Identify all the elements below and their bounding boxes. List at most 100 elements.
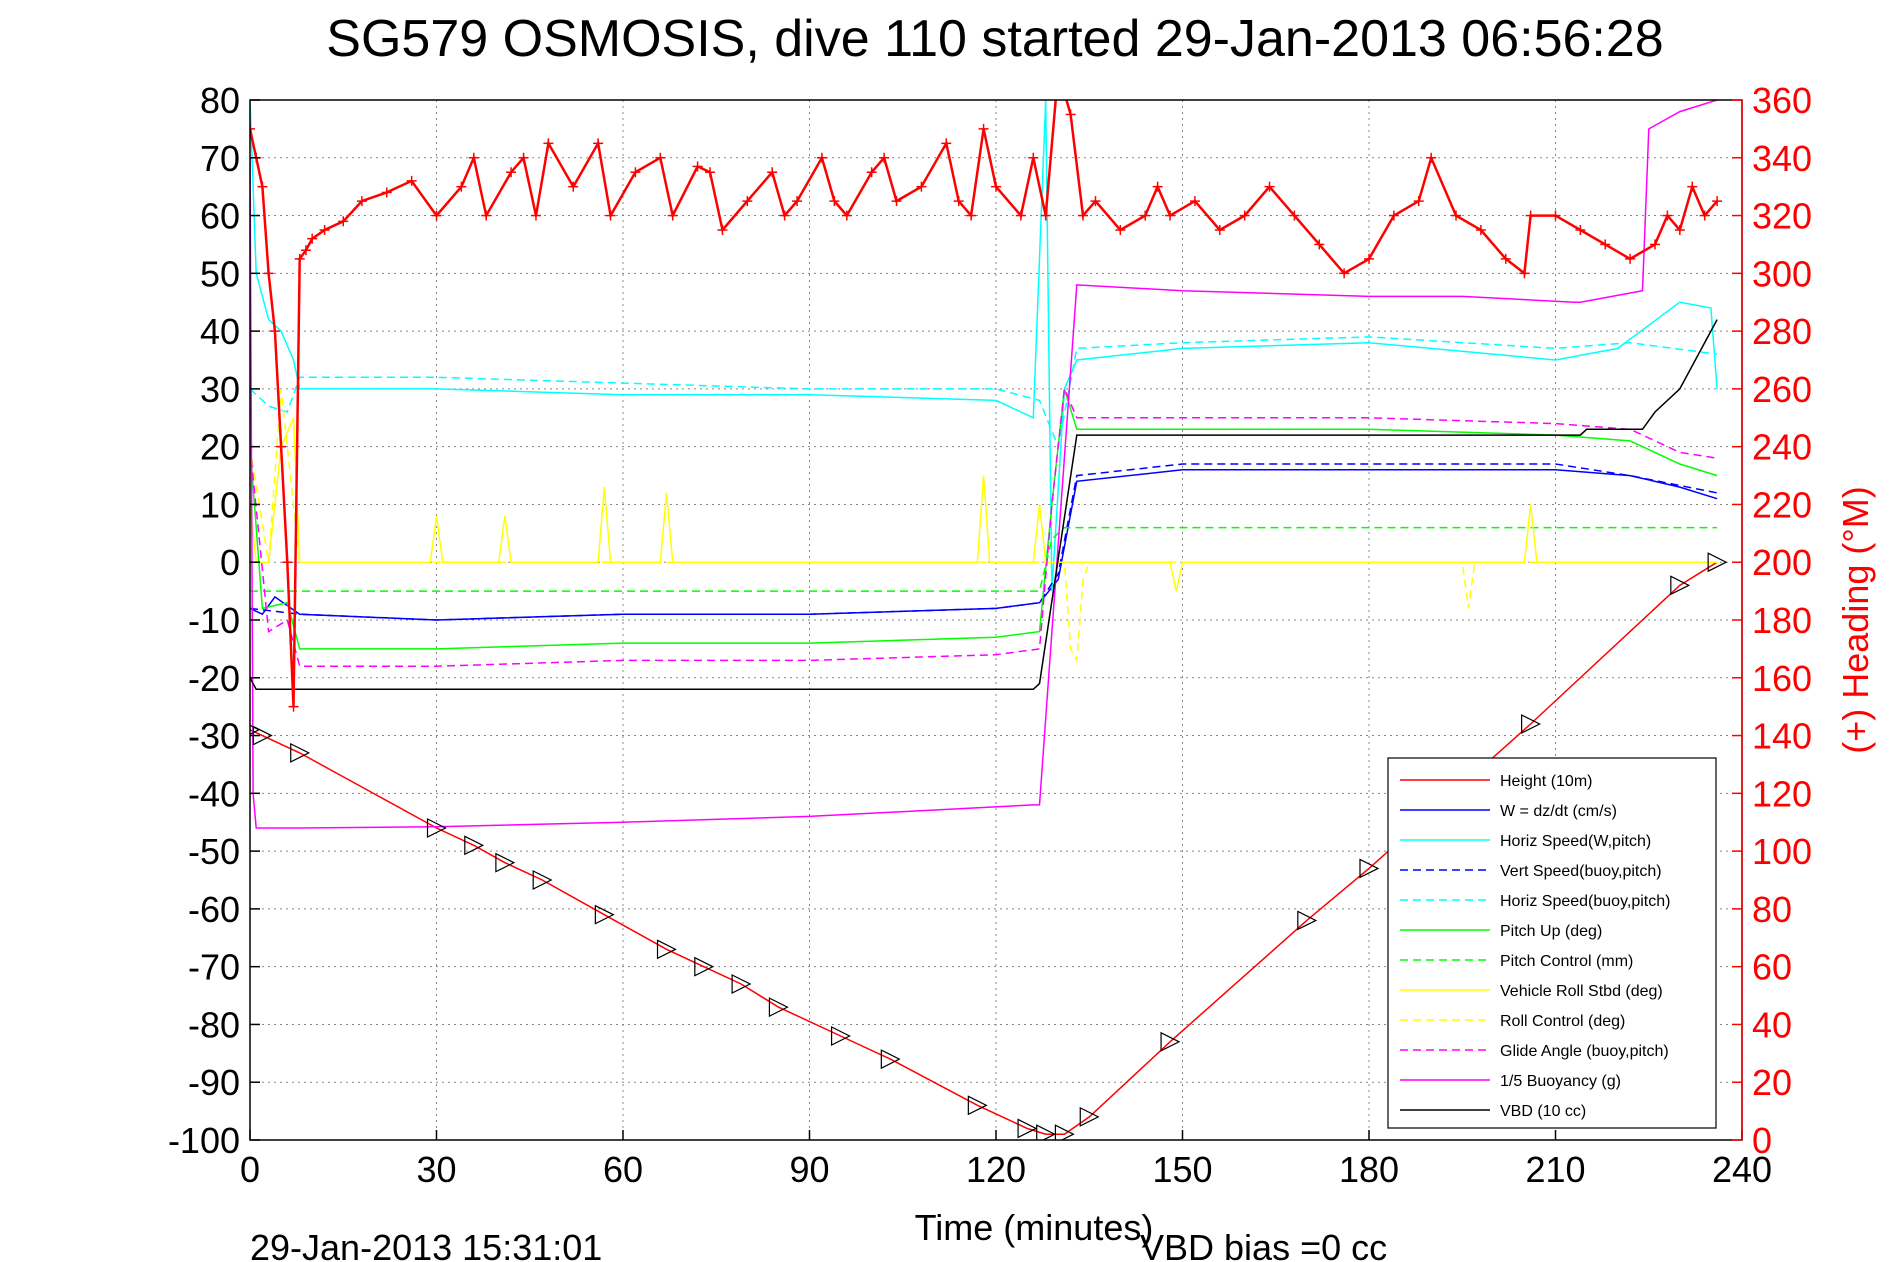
plot-area	[250, 100, 1728, 1140]
y-tick-label: 0	[220, 542, 240, 583]
legend-label: Horiz Speed(buoy,pitch)	[1500, 893, 1670, 910]
x-tick-label: 240	[1712, 1149, 1772, 1190]
x-tick-label: 90	[789, 1149, 829, 1190]
y2-tick-label: 40	[1752, 1004, 1792, 1045]
height-marker	[694, 956, 715, 977]
y-tick-label: 10	[200, 484, 240, 525]
y2-tick-label: 20	[1752, 1062, 1792, 1103]
series-line-8	[250, 388, 1718, 664]
height-marker	[768, 997, 789, 1018]
height-marker	[1359, 858, 1380, 879]
height-marker	[656, 939, 677, 960]
legend: Height (10m) W = dz/dt (cm/s) Horiz Speed(…	[1387, 757, 1717, 1129]
y2-tick-label: 120	[1752, 773, 1812, 814]
height-marker	[731, 974, 752, 994]
y2-tick-label: 60	[1752, 947, 1792, 988]
series-line-6	[250, 526, 1718, 592]
y2-tick-label: 300	[1752, 253, 1812, 294]
y2-tick-label: 160	[1752, 658, 1812, 699]
footer-timestamp: 29-Jan-2013 15:31:01	[250, 1227, 602, 1262]
legend-label: VBD (10 cc)	[1500, 1103, 1586, 1120]
y2-tick-label: 280	[1752, 311, 1812, 352]
y-tick-label: -60	[188, 889, 240, 930]
height-marker	[1297, 910, 1318, 931]
x-tick-label: 60	[603, 1149, 643, 1190]
y-tick-label: 70	[200, 138, 240, 179]
y2-tick-label: 200	[1752, 542, 1812, 583]
legend-label: Pitch Up (deg)	[1500, 923, 1602, 940]
y-tick-label: -20	[188, 658, 240, 699]
y2-tick-label: 0	[1752, 1120, 1772, 1161]
legend-label: Vehicle Roll Stbd (deg)	[1500, 983, 1663, 1000]
y-tick-label: 60	[200, 196, 240, 237]
y2-tick-label: 220	[1752, 484, 1812, 525]
heading-line	[250, 100, 1719, 707]
height-marker	[1707, 552, 1728, 573]
legend-label: Glide Angle (buoy,pitch)	[1500, 1043, 1669, 1060]
height-marker	[290, 742, 311, 763]
height-marker	[1054, 1124, 1075, 1140]
legend-label: Horiz Speed(W,pitch)	[1500, 833, 1651, 850]
height-marker	[967, 1095, 988, 1116]
footer-vbd-bias: VBD bias =0 cc	[1140, 1227, 1387, 1262]
y-tick-label: -50	[188, 831, 240, 872]
x-tick-label: 210	[1525, 1149, 1585, 1190]
y-tick-label: -10	[188, 600, 240, 641]
series-line-0	[250, 561, 1718, 1135]
series-line-4	[250, 336, 1718, 450]
legend-label: Roll Control (deg)	[1500, 1013, 1625, 1030]
height-marker	[464, 835, 485, 856]
x-tick-label: 120	[966, 1149, 1026, 1190]
legend-label: Pitch Control (mm)	[1500, 953, 1633, 970]
height-marker	[1521, 714, 1541, 734]
y-tick-label: -90	[188, 1062, 240, 1103]
height-marker	[1160, 1031, 1181, 1052]
legend-label: W = dz/dt (cm/s)	[1500, 803, 1617, 820]
y-tick-label: -100	[168, 1120, 240, 1161]
series-line-9	[250, 385, 1718, 667]
height-marker	[1670, 575, 1691, 596]
y2-tick-label: 240	[1752, 427, 1812, 468]
height-marker	[426, 818, 447, 838]
x-tick-label: 180	[1339, 1149, 1399, 1190]
y2-tick-label: 140	[1752, 716, 1812, 757]
y2-axis-label: (+) Heading (°M)	[1835, 486, 1876, 753]
series-line-10	[250, 100, 1718, 829]
y2-tick-label: 180	[1752, 600, 1812, 641]
y-axis-ticks: -100-90-80-70-60-50-40-30-20-10010203040…	[168, 80, 260, 1161]
x-tick-label: 150	[1152, 1149, 1212, 1190]
legend-label: 1/5 Buoyancy (g)	[1500, 1073, 1621, 1090]
y2-axis-ticks: 0 20 40 60 80 100 120 140 160 180 200 220 240 260 280 3…	[1732, 80, 1812, 1161]
height-marker	[594, 904, 615, 925]
series-line-7	[250, 417, 1718, 592]
height-marker	[1036, 1124, 1057, 1140]
y-tick-label: -70	[188, 947, 240, 988]
y2-tick-label: 360	[1752, 80, 1812, 121]
legend-label: Height (10m)	[1500, 773, 1592, 790]
legend-label: Vert Speed(buoy,pitch)	[1500, 863, 1662, 880]
series-line-2	[250, 100, 1718, 592]
heading-point	[250, 123, 255, 134]
height-marker	[532, 870, 553, 890]
height-marker	[880, 1049, 901, 1070]
series-line-1	[250, 469, 1718, 621]
chart-title: SG579 OSMOSIS, dive 110 started 29-Jan-2…	[326, 10, 1663, 68]
y-tick-label: -30	[188, 716, 240, 757]
y2-tick-label: 340	[1752, 138, 1812, 179]
x-axis-label: Time (minutes)	[915, 1207, 1154, 1248]
y-tick-label: 30	[200, 369, 240, 410]
y-tick-label: -40	[188, 773, 240, 814]
y2-tick-label: 260	[1752, 369, 1812, 410]
y2-tick-label: 100	[1752, 831, 1812, 872]
y-tick-label: 50	[200, 253, 240, 294]
height-marker	[495, 852, 516, 873]
height-marker	[1079, 1106, 1100, 1127]
y2-tick-label: 80	[1752, 889, 1792, 930]
x-tick-label: 0	[240, 1149, 260, 1190]
y-tick-label: 20	[200, 427, 240, 468]
x-axis-ticks: 0 30 60 90 120 150 180 210 240	[240, 1130, 1772, 1190]
height-marker	[830, 1026, 851, 1046]
legend-box	[1387, 757, 1717, 1129]
series-line-3	[250, 463, 1718, 621]
